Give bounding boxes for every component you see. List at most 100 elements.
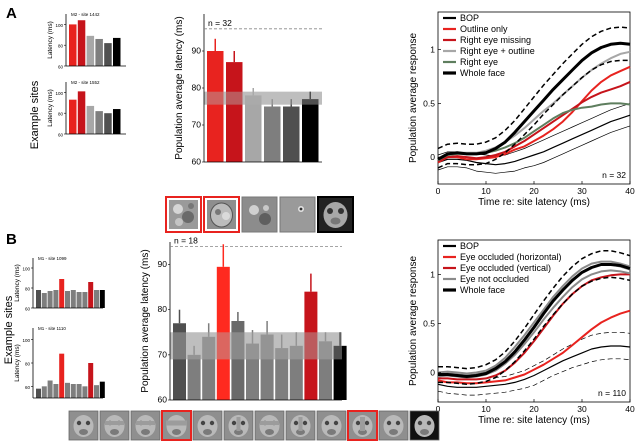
example-sites-label-a: Example sites [29, 80, 41, 149]
bar-12 [99, 290, 105, 308]
legend-label-3: Right eye missing [460, 35, 531, 45]
series-line-4 [437, 65, 631, 164]
y-axis-label: Latency (ms) [47, 21, 54, 59]
n-label: n = 32 [208, 18, 232, 28]
thumb-eye-left [324, 420, 330, 426]
bar-10 [88, 363, 94, 398]
thumb-mouth [327, 429, 336, 435]
thumb-eye-left [76, 420, 82, 426]
bar-2 [226, 62, 243, 162]
bar-3 [86, 105, 95, 134]
bar-2 [41, 386, 47, 398]
bar-1 [36, 290, 41, 308]
legend-label-3: Eye occluded (vertical) [460, 263, 551, 273]
bar-10 [88, 282, 94, 308]
y-tick-label: 100 [22, 267, 30, 272]
bar-5 [59, 279, 65, 308]
series-line-3 [437, 125, 631, 174]
thumb-eye-right [240, 420, 246, 426]
thumb-eye-right [85, 420, 91, 426]
y-tick-label: 80 [58, 44, 64, 49]
y-tick-label: 1 [430, 269, 435, 279]
y-axis-label: Population average latency (ms) [174, 16, 185, 159]
x-tick-label: 10 [481, 404, 491, 414]
bar-1 [207, 51, 224, 162]
series-line-5 [438, 273, 630, 381]
stimulus-thumb-7 [254, 410, 285, 441]
x-tick-label: 20 [529, 404, 539, 414]
thumb-eye-right [426, 420, 432, 426]
y-tick-label: 100 [55, 23, 63, 28]
series-line-9 [438, 250, 631, 370]
thumb-mouth [110, 429, 119, 435]
x-tick-label: 10 [481, 186, 491, 196]
y-tick-label: 60 [58, 133, 64, 138]
y-tick-label: 80 [25, 362, 31, 367]
stimulus-thumb-4 [161, 410, 192, 441]
thumb-eye-right [333, 420, 339, 426]
thumb-eye-left [231, 420, 237, 426]
series-line-8 [437, 26, 631, 150]
x-tick-label: 40 [625, 404, 635, 414]
y-tick-label: 100 [22, 338, 30, 343]
y-tick-label: 80 [58, 112, 64, 117]
thumb-eye-left [200, 420, 206, 426]
x-axis-label: Time re: site latency (ms) [478, 197, 590, 208]
thumb-mouth [420, 429, 429, 435]
stimulus-bop-thumb [165, 196, 202, 233]
thumb-face [197, 415, 218, 437]
bar-2 [187, 354, 201, 400]
stimulus-thumb-6 [223, 410, 254, 441]
bar-10 [304, 291, 318, 400]
stimulus-right-eye-outline-thumb [279, 196, 316, 233]
series-line-11 [438, 263, 631, 378]
baseline-band-overlay [204, 91, 322, 105]
bar-5 [283, 106, 300, 162]
stimulus-thumb-3 [130, 410, 161, 441]
chart-b-site-1110: 100 80 60 M1 - site 1110 Latency (ms) [14, 326, 105, 399]
thumb-mouth [265, 429, 274, 435]
thumb-eye-left [417, 420, 423, 426]
bar-6 [113, 37, 121, 66]
bar-3 [47, 291, 53, 308]
panel-label-b: B [6, 231, 17, 248]
stimulus-thumb-1 [68, 410, 99, 441]
y-tick-label: 80 [25, 287, 31, 292]
y-axis-label: Latency (ms) [47, 89, 54, 127]
thumb-mouth [389, 429, 398, 435]
legend-label-5: Whole face [460, 285, 505, 295]
thumb-mouth [296, 429, 305, 435]
series-line-1 [437, 114, 631, 166]
series-line-3 [437, 358, 631, 396]
bar-6 [246, 343, 259, 400]
y-axis-label: Latency (ms) [14, 344, 21, 382]
thumb-face [104, 415, 125, 437]
y-axis-label: Population average response [408, 256, 419, 387]
bar-4 [216, 266, 230, 400]
bar-8 [76, 292, 82, 308]
x-tick-label: 0 [436, 186, 441, 196]
bar-5 [59, 353, 65, 398]
site-title: M1 - site 1099 [38, 256, 67, 261]
stimulus-thumbnails-a [165, 196, 354, 233]
stimulus-whole-face-thumb [317, 196, 354, 233]
chart-b-population-response: 0 10 20 30 40 1 0.5 0 Time re: site latency (ms)… [408, 239, 635, 426]
legend-label-2: Outline only [460, 24, 508, 34]
stimulus-thumb-10 [347, 410, 378, 441]
n-label: n = 18 [174, 236, 198, 246]
bar-1 [69, 99, 77, 134]
thumb-eye-left [386, 420, 392, 426]
series-line-10 [437, 41, 631, 161]
thumb-face [383, 415, 404, 437]
y-tick-label: 60 [192, 157, 202, 167]
site-title: M2 - site 1552 [71, 80, 100, 85]
bar-1 [36, 388, 41, 398]
y-tick-label: 90 [192, 46, 202, 56]
example-sites-label-b: Example sites [3, 295, 15, 364]
y-tick-label: 80 [158, 304, 168, 314]
stimulus-outline-only-thumb [203, 196, 240, 233]
stimulus-thumb-2 [99, 410, 130, 441]
chart-b-population-latency: 90 80 70 60 n = 18 Population average latency… [140, 236, 347, 405]
bar-6 [113, 109, 121, 134]
